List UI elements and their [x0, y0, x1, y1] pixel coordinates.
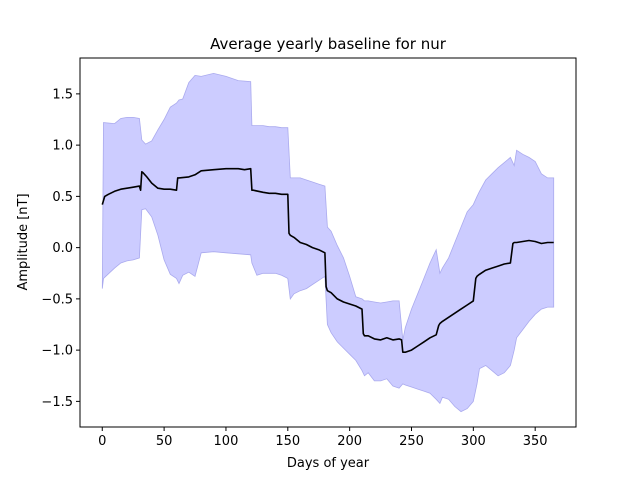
y-axis-label: Amplitude [nT]	[16, 193, 31, 290]
x-axis-ticks: 0 50 100 150 200 250 300 350	[98, 427, 548, 449]
y-tick-label: −1.5	[41, 395, 73, 410]
x-tick-label: 50	[156, 434, 173, 449]
mean-line	[101, 167, 554, 353]
y-tick-label: 0.0	[52, 241, 73, 256]
y-tick-label: −0.5	[41, 292, 73, 307]
x-tick-label: 250	[399, 434, 424, 449]
x-tick-label: 350	[523, 434, 548, 449]
x-tick-label: 100	[214, 434, 239, 449]
x-axis-label: Days of year	[287, 456, 370, 471]
y-axis-ticks: −1.5 −1.0 −0.5 0.0 0.5 1.0 1.5	[41, 87, 80, 410]
y-tick-label: 1.0	[52, 139, 73, 154]
chart-title: Average yearly baseline for nur	[210, 35, 447, 53]
plot-frame	[79, 57, 577, 428]
x-tick-label: 0	[98, 434, 106, 449]
x-tick-label: 200	[337, 434, 362, 449]
y-tick-label: 1.5	[52, 87, 73, 102]
y-tick-label: −1.0	[41, 344, 73, 359]
x-tick-label: 150	[275, 434, 300, 449]
y-tick-label: 0.5	[52, 190, 73, 205]
x-tick-label: 300	[461, 434, 486, 449]
